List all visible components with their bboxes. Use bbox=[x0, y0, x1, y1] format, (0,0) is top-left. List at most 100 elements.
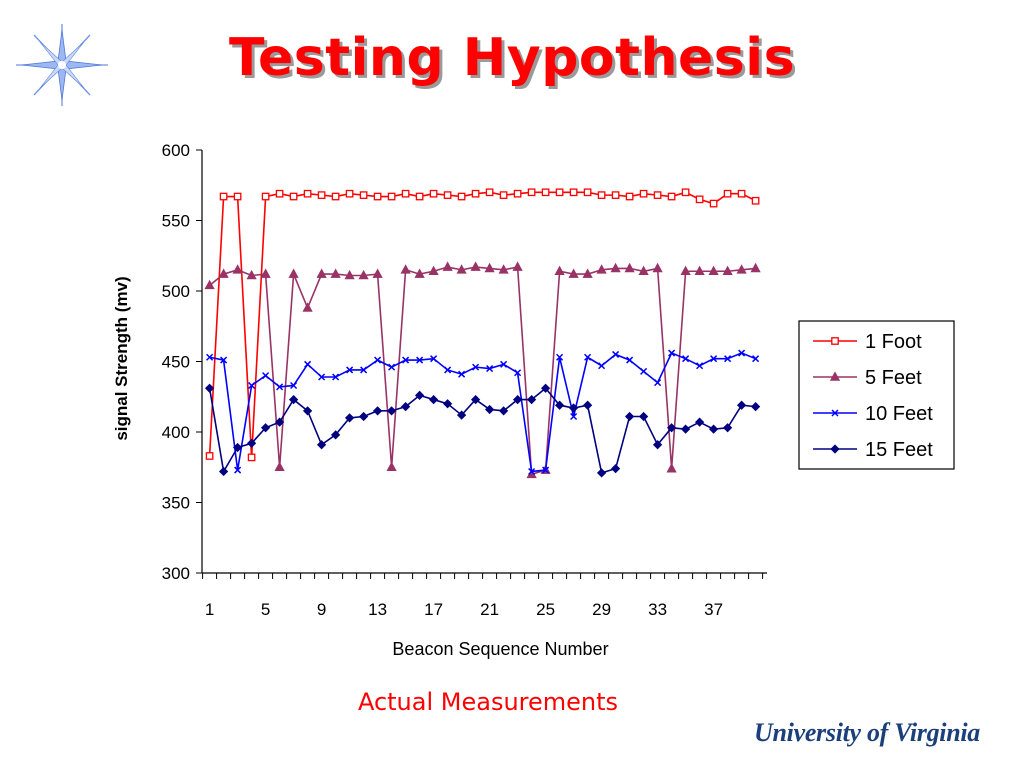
data-point-5-feet bbox=[568, 268, 579, 278]
data-point-1-foot bbox=[541, 188, 550, 197]
data-point-10-feet bbox=[332, 373, 340, 381]
data-point-1-foot bbox=[471, 189, 480, 198]
y-tick-label: 500 bbox=[162, 282, 190, 301]
data-point-10-feet bbox=[346, 366, 354, 374]
data-point-15-feet bbox=[330, 430, 341, 440]
legend-label-15-feet: 15 Feet bbox=[865, 439, 933, 461]
data-point-15-feet bbox=[302, 406, 313, 416]
data-point-15-feet bbox=[288, 394, 299, 405]
data-point-15-feet bbox=[540, 383, 551, 393]
x-axis-title: Beacon Sequence Number bbox=[392, 639, 608, 659]
data-point-5-feet bbox=[722, 265, 733, 276]
x-tick-label: 5 bbox=[261, 600, 270, 619]
data-point-10-feet bbox=[276, 383, 284, 391]
data-point-5-feet bbox=[246, 269, 257, 280]
data-point-5-feet bbox=[694, 265, 705, 276]
legend bbox=[798, 320, 955, 470]
legend-label-5-feet: 5 Feet bbox=[865, 367, 922, 389]
y-tick-label: 400 bbox=[162, 423, 190, 442]
data-point-5-feet bbox=[596, 264, 607, 274]
data-point-10-feet bbox=[570, 412, 578, 421]
data-point-5-feet bbox=[484, 262, 495, 273]
data-point-15-feet bbox=[680, 424, 691, 434]
legend-marker-15-feet bbox=[830, 444, 840, 454]
data-point-10-feet bbox=[752, 355, 760, 363]
data-point-5-feet bbox=[582, 268, 593, 278]
data-point-1-foot bbox=[569, 188, 578, 197]
data-point-1-foot bbox=[653, 191, 662, 199]
data-point-1-foot bbox=[247, 453, 256, 462]
data-point-15-feet bbox=[372, 406, 383, 416]
data-point-5-feet bbox=[512, 261, 523, 271]
data-point-1-foot bbox=[275, 189, 284, 198]
x-tick-label: 29 bbox=[592, 600, 611, 619]
data-point-5-feet bbox=[610, 262, 621, 273]
data-point-10-feet bbox=[696, 362, 704, 370]
data-point-1-foot bbox=[667, 192, 676, 201]
data-point-1-foot bbox=[499, 191, 508, 199]
data-point-10-feet bbox=[682, 355, 690, 363]
data-point-5-feet bbox=[736, 264, 747, 274]
legend-label-10-feet: 10 Feet bbox=[865, 403, 933, 425]
data-point-15-feet bbox=[512, 394, 523, 405]
data-point-1-foot bbox=[205, 452, 214, 460]
data-point-10-feet bbox=[430, 355, 438, 363]
data-point-10-feet bbox=[416, 356, 424, 364]
data-point-5-feet bbox=[316, 268, 327, 278]
data-point-5-feet bbox=[652, 262, 663, 273]
data-point-1-foot bbox=[695, 195, 704, 204]
data-point-5-feet bbox=[750, 262, 761, 273]
data-point-5-feet bbox=[330, 268, 341, 278]
data-point-15-feet bbox=[568, 403, 579, 413]
data-point-10-feet bbox=[500, 360, 508, 368]
data-point-1-foot bbox=[331, 192, 340, 201]
data-point-5-feet bbox=[344, 269, 355, 280]
data-point-1-foot bbox=[373, 192, 382, 201]
data-point-10-feet bbox=[724, 355, 732, 363]
data-point-1-foot bbox=[681, 188, 690, 197]
y-tick-label: 550 bbox=[162, 212, 190, 231]
x-tick-label: 9 bbox=[317, 600, 326, 619]
data-point-1-foot bbox=[233, 192, 242, 201]
data-point-10-feet bbox=[598, 362, 606, 370]
data-point-5-feet bbox=[302, 302, 313, 312]
x-tick-label: 25 bbox=[536, 600, 555, 619]
data-point-10-feet bbox=[654, 379, 662, 387]
data-point-1-foot bbox=[555, 188, 564, 197]
legend-marker-5-feet bbox=[829, 371, 841, 381]
data-point-5-feet bbox=[470, 261, 481, 271]
data-point-10-feet bbox=[738, 349, 746, 357]
data-point-15-feet bbox=[708, 424, 719, 434]
data-point-15-feet bbox=[582, 400, 593, 410]
data-point-5-feet bbox=[386, 461, 397, 472]
data-point-5-feet bbox=[274, 461, 285, 472]
data-point-10-feet bbox=[374, 356, 382, 364]
data-point-10-feet bbox=[542, 466, 550, 474]
data-point-5-feet bbox=[498, 264, 509, 274]
data-point-10-feet bbox=[388, 363, 396, 371]
data-point-15-feet bbox=[400, 401, 411, 412]
data-point-1-foot bbox=[751, 196, 760, 205]
data-point-1-foot bbox=[457, 192, 466, 201]
y-tick-label: 600 bbox=[162, 141, 190, 160]
data-point-15-feet bbox=[484, 404, 495, 415]
data-point-15-feet bbox=[652, 440, 663, 450]
data-point-5-feet bbox=[260, 268, 271, 278]
star-icon bbox=[16, 24, 108, 106]
chart-caption: Actual Measurements bbox=[357, 688, 619, 716]
y-axis-title: signal Strength (mv) bbox=[112, 276, 131, 440]
data-point-10-feet bbox=[710, 355, 718, 363]
y-tick-label: 350 bbox=[162, 494, 190, 513]
data-point-1-foot bbox=[261, 192, 270, 201]
data-point-1-foot bbox=[289, 192, 298, 201]
data-point-1-foot bbox=[317, 191, 326, 199]
data-point-5-feet bbox=[624, 262, 635, 273]
data-point-15-feet bbox=[554, 400, 565, 410]
legend-label-1-foot: 1 Foot bbox=[865, 331, 922, 353]
data-point-1-foot bbox=[303, 189, 312, 198]
data-point-1-foot bbox=[415, 192, 424, 201]
data-point-1-foot bbox=[513, 189, 522, 198]
x-tick-label: 21 bbox=[480, 600, 499, 619]
